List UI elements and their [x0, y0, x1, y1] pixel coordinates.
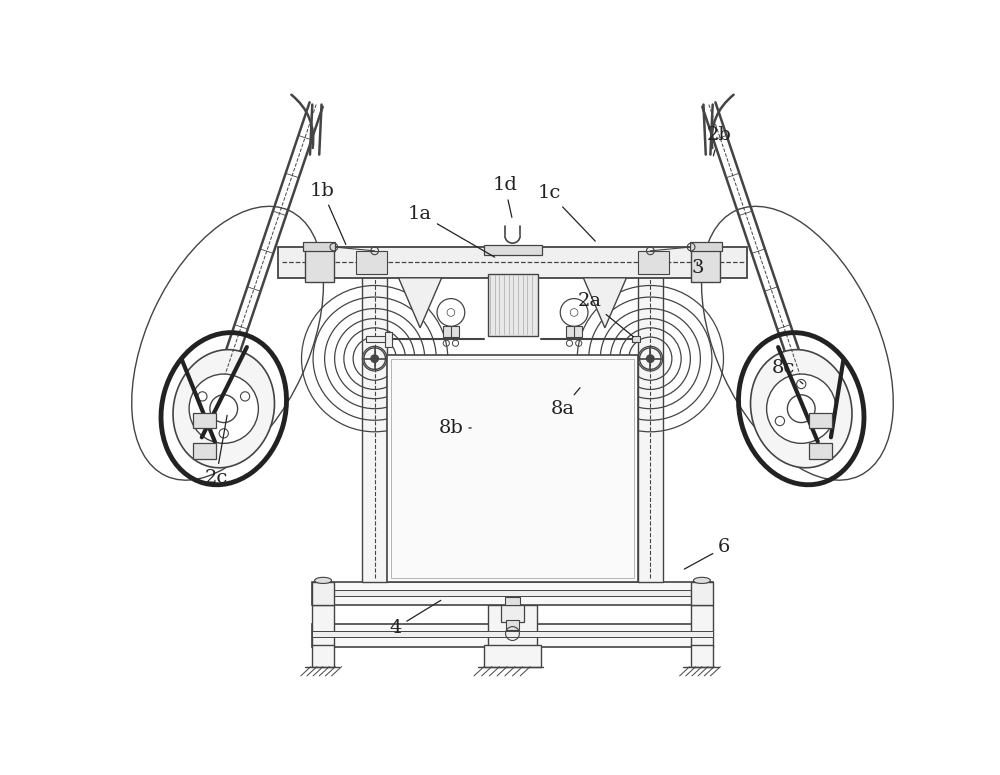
Bar	[385, 332, 392, 347]
Bar	[312, 582, 713, 605]
Bar	[638, 274, 663, 582]
Polygon shape	[583, 277, 626, 328]
Bar	[305, 243, 334, 281]
Text: 1b: 1b	[310, 182, 346, 244]
Bar	[632, 336, 640, 343]
Bar	[506, 621, 519, 630]
Text: 6: 6	[684, 539, 730, 569]
Ellipse shape	[173, 350, 275, 468]
Circle shape	[560, 298, 588, 326]
Text: 2c: 2c	[204, 415, 228, 487]
Ellipse shape	[315, 577, 332, 584]
Bar	[566, 326, 582, 337]
Bar	[809, 412, 832, 428]
Bar	[303, 242, 335, 251]
Bar	[356, 251, 387, 274]
Bar	[312, 625, 713, 647]
Bar	[391, 359, 634, 578]
Text: 2b: 2b	[706, 126, 731, 156]
Bar	[278, 247, 747, 277]
Bar	[193, 443, 216, 459]
Bar	[312, 631, 713, 637]
Text: 1c: 1c	[538, 184, 595, 241]
Circle shape	[787, 394, 815, 422]
Text: 8c: 8c	[772, 359, 803, 384]
Text: 1a: 1a	[408, 205, 495, 257]
Bar	[488, 274, 538, 336]
Circle shape	[189, 374, 258, 443]
Bar	[312, 605, 334, 647]
Polygon shape	[399, 277, 442, 328]
Bar	[690, 242, 722, 251]
Bar	[366, 336, 385, 343]
Bar	[501, 605, 524, 622]
Bar	[362, 274, 387, 582]
Bar	[387, 355, 638, 582]
Bar	[638, 251, 669, 274]
Circle shape	[646, 355, 654, 363]
Text: 2a: 2a	[578, 292, 634, 337]
Bar	[443, 326, 459, 337]
Bar	[193, 412, 216, 428]
Bar	[691, 605, 713, 647]
Bar	[691, 645, 713, 666]
Ellipse shape	[693, 577, 710, 584]
Circle shape	[210, 394, 238, 422]
Text: 1d: 1d	[492, 177, 517, 217]
Text: 8b: 8b	[438, 419, 471, 437]
Bar	[312, 590, 713, 596]
Bar	[691, 243, 720, 281]
Text: 4: 4	[389, 601, 441, 637]
Bar	[809, 443, 832, 459]
Bar	[505, 598, 520, 605]
Circle shape	[767, 374, 836, 443]
Bar	[488, 605, 537, 647]
Bar	[385, 336, 392, 343]
Bar	[484, 246, 542, 255]
Circle shape	[371, 355, 379, 363]
Text: 8a: 8a	[551, 388, 580, 418]
Bar	[691, 582, 713, 605]
Bar	[484, 645, 541, 666]
Circle shape	[437, 298, 465, 326]
Bar	[312, 582, 334, 605]
Text: 3: 3	[691, 259, 704, 277]
Bar	[312, 645, 334, 666]
Ellipse shape	[750, 350, 852, 468]
